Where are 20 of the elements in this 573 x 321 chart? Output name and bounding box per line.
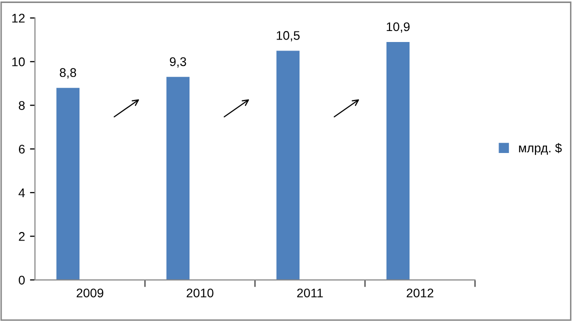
data-label: 10,5 bbox=[276, 31, 300, 42]
x-tick-label: 2012 bbox=[406, 288, 434, 298]
y-tick-label: 10 bbox=[12, 57, 25, 66]
bar bbox=[56, 88, 80, 280]
y-tick-label: 2 bbox=[18, 232, 25, 241]
legend-label: млрд. $ bbox=[519, 143, 562, 155]
y-tick-label: 4 bbox=[18, 188, 25, 198]
y-tick-label: 6 bbox=[18, 144, 25, 154]
bar bbox=[386, 42, 410, 280]
y-tick-label: 0 bbox=[18, 276, 25, 285]
data-label: 8,8 bbox=[60, 68, 76, 78]
x-tick-label: 2011 bbox=[297, 288, 323, 298]
bar bbox=[276, 50, 300, 280]
y-tick-label: 8 bbox=[18, 101, 25, 110]
y-tick-label: 12 bbox=[12, 14, 25, 23]
bar bbox=[166, 76, 190, 280]
x-tick-label: 2010 bbox=[186, 288, 214, 298]
x-tick-label: 2009 bbox=[76, 288, 104, 298]
data-label: 9,3 bbox=[170, 57, 186, 68]
data-label: 10,9 bbox=[386, 22, 410, 33]
